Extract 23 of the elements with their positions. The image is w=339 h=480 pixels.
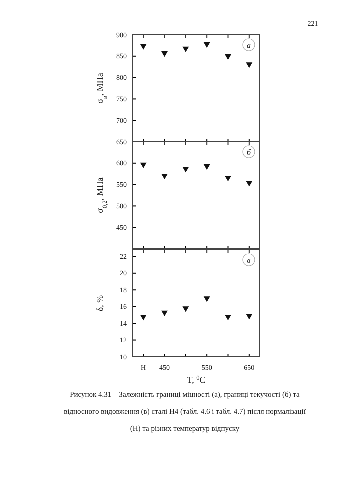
y-axis-title: δ, % — [95, 294, 105, 312]
point — [162, 174, 168, 180]
point — [182, 167, 190, 173]
x-axis-title: T, $^{0}$C — [187, 374, 206, 385]
annotation: б — [246, 148, 252, 157]
point — [204, 42, 210, 48]
point — [225, 315, 232, 321]
point — [140, 162, 147, 168]
point — [140, 44, 147, 50]
point — [246, 314, 253, 320]
annotation: в — [247, 256, 252, 265]
point — [246, 62, 253, 68]
point — [204, 296, 210, 302]
point — [225, 176, 232, 182]
point — [225, 54, 232, 60]
point — [246, 181, 253, 187]
annotation: а — [247, 41, 251, 50]
point — [182, 306, 190, 312]
point — [182, 46, 190, 52]
point — [162, 52, 168, 58]
point — [204, 164, 210, 170]
point — [140, 315, 147, 321]
point — [162, 310, 168, 316]
